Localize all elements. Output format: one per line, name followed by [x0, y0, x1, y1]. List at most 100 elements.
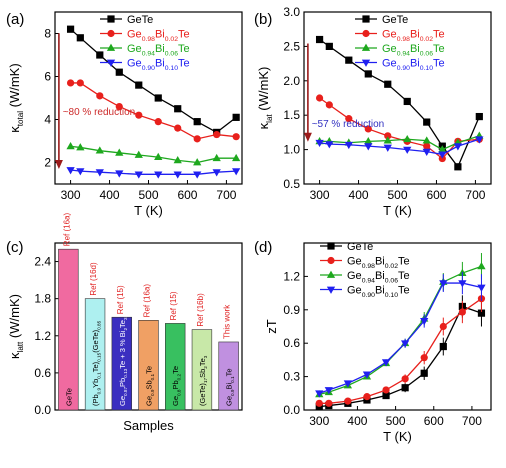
data-point — [324, 387, 333, 395]
series-line — [70, 28, 237, 134]
bar-group-4: Ref (15) Ge0.8Pb0.2Te — [165, 291, 186, 411]
bar — [58, 248, 79, 411]
bar-ref-label: Ref (16a) — [62, 213, 71, 247]
x-axis-label: T (K) — [383, 203, 412, 218]
x-tick-label: 500 — [386, 414, 406, 428]
data-point — [193, 171, 202, 179]
data-point — [477, 284, 486, 292]
data-point — [477, 262, 486, 270]
plot-frame — [303, 242, 492, 411]
legend-marker — [362, 15, 370, 23]
data-point — [458, 308, 466, 316]
data-point — [423, 142, 431, 150]
legend-marker — [362, 29, 370, 38]
x-axis: 300 400 500 600 700 — [61, 180, 237, 202]
data-point — [325, 42, 333, 50]
legend-marker — [361, 43, 371, 51]
data-point — [438, 145, 447, 153]
data-point — [384, 132, 392, 140]
data-point — [384, 80, 392, 88]
data-point — [343, 380, 353, 388]
data-point — [401, 375, 409, 383]
bar-category-label: (GeTe)17Sb2Te3 — [198, 355, 208, 406]
data-point — [66, 79, 75, 87]
bar-category-label: Ge0.8Pb0.2Te — [171, 366, 181, 406]
data-point — [382, 386, 390, 394]
data-point — [453, 143, 463, 151]
y-axis: 0.0 0.6 1.2 1.8 2.4 — [34, 255, 59, 417]
bar-group-1: Ref (16d) (Pb0.9Yb0.1Te)0.15(GeTe)0.85 — [84, 262, 106, 411]
x-tick-label: 300 — [309, 414, 329, 428]
panel-label: (b) — [254, 11, 272, 28]
data-point — [439, 322, 447, 331]
y-tick-label: 1.2 — [34, 329, 51, 343]
panel-label: (c) — [6, 239, 24, 256]
series-line — [319, 282, 482, 394]
data-point — [76, 143, 85, 151]
panel-label: (a) — [6, 11, 24, 28]
data-point — [232, 133, 240, 141]
y-tick-label: 3.0 — [283, 5, 300, 19]
x-tick-label: 300 — [61, 188, 81, 202]
series-line — [70, 169, 237, 175]
legend-marker — [106, 43, 116, 51]
data-point — [315, 390, 324, 398]
y-tick-label: 0.6 — [283, 336, 300, 350]
data-point — [193, 135, 201, 143]
bar-ref-label: Ref (16d) — [89, 262, 98, 296]
panel-c: (c) 0.0 0.6 1.2 1.8 2.4 κlatt (W/mK) Ref (16a) G… — [6, 213, 243, 433]
legend-entry: Ge0.90Bi0.10Te — [127, 58, 190, 72]
x-axis-label: T (K) — [134, 203, 163, 218]
bar-group-3: Ref (16a) Ge0.9Sb0.1Te — [138, 284, 159, 411]
data-point — [382, 391, 390, 400]
data-point — [154, 152, 163, 161]
bar-ref-label: Ref (15) — [116, 285, 125, 314]
series-1 — [315, 285, 486, 407]
data-point — [475, 136, 484, 144]
reduction-arrowhead — [54, 160, 63, 170]
data-point — [344, 397, 352, 405]
x-axis-label: T (K) — [383, 429, 412, 444]
x-axis-label: Samples — [123, 418, 174, 433]
data-point — [344, 141, 353, 150]
data-point — [213, 130, 221, 139]
legend-marker — [361, 59, 371, 67]
x-tick-label: 400 — [100, 188, 120, 202]
data-point — [403, 146, 412, 154]
bar — [165, 323, 186, 411]
data-point — [232, 153, 241, 162]
legend-entry: Ge0.94Bi0.06Te — [347, 270, 410, 284]
x-tick-label: 600 — [424, 414, 444, 428]
data-point — [325, 141, 334, 149]
data-point — [212, 153, 221, 162]
data-point — [438, 151, 447, 159]
panel-b: (b) 0.5 1.0 1.5 2.0 2.5 3.0 κlat (W/mK) 300 400 50… — [254, 5, 492, 218]
legend: GeTe Ge0.98Bi0.02TeGe0.94Bi0.06TeGe0.90Bi… — [320, 241, 410, 299]
data-point — [134, 150, 143, 158]
data-point — [96, 51, 104, 59]
data-point — [458, 280, 467, 288]
data-point — [403, 134, 412, 143]
data-point — [173, 156, 182, 164]
data-point — [423, 118, 431, 126]
data-point — [401, 384, 409, 392]
data-point — [115, 148, 124, 156]
series-line — [319, 305, 482, 408]
data-point — [477, 309, 486, 317]
bar-group-5: Ref (16b) (GeTe)17Sb2Te3 — [191, 293, 213, 411]
data-point — [364, 143, 373, 151]
data-point — [154, 118, 162, 126]
data-point — [325, 101, 333, 109]
bar-group-0: Ref (16a) GeTe — [58, 213, 79, 411]
data-point — [420, 354, 428, 362]
annotation-text: ~80 % reduction — [63, 107, 136, 118]
data-point — [364, 125, 372, 133]
legend-entry: Ge0.98Bi0.02Te — [127, 29, 190, 43]
bar — [218, 341, 239, 411]
data-point — [173, 171, 182, 179]
y-tick-label: 8 — [44, 27, 51, 41]
data-point — [345, 56, 353, 64]
legend-entry: GeTe — [127, 14, 153, 26]
bar-ref-label: Ref (16a) — [143, 284, 152, 318]
